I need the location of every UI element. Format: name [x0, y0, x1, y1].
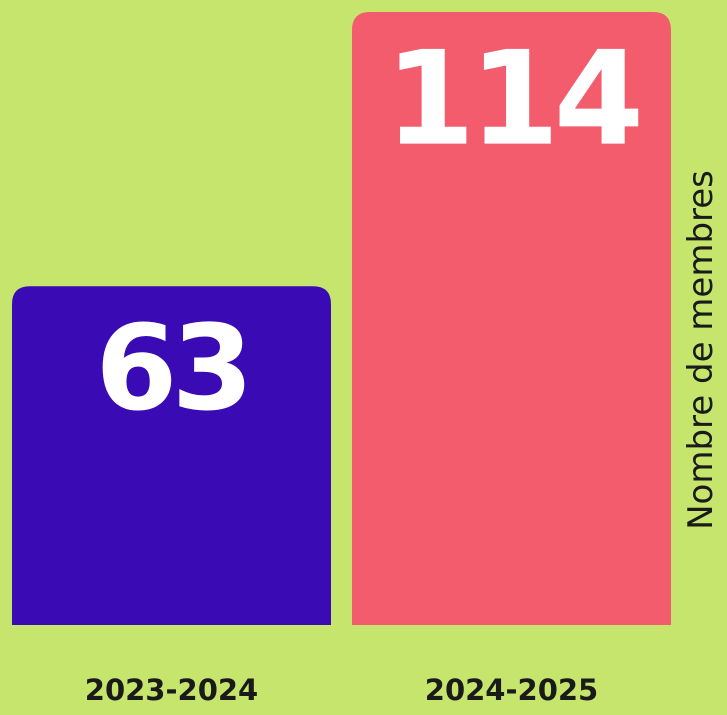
- value-label: 114: [385, 23, 639, 175]
- y-axis-label: Nombre de membres: [681, 170, 721, 530]
- bar: [12, 286, 331, 625]
- x-tick-label: 2023-2024: [85, 673, 258, 707]
- x-tick-label: 2024-2025: [425, 673, 598, 707]
- value-label: 63: [95, 299, 247, 437]
- bar: [352, 12, 671, 625]
